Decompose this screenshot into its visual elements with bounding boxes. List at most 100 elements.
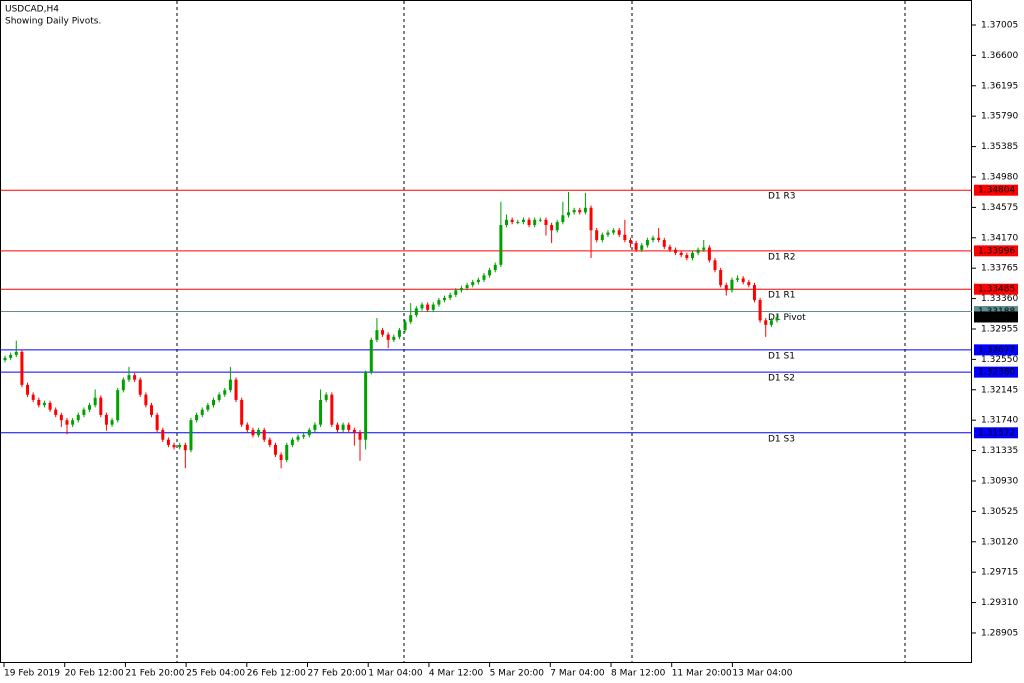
- x-tick-label: 20 Feb 12:00: [65, 669, 124, 679]
- y-tick-label: 1.29310: [981, 598, 1018, 608]
- x-tick-label: 21 Feb 20:00: [125, 669, 184, 679]
- candle-body: [3, 357, 7, 361]
- candle-body: [679, 252, 683, 256]
- candle-body: [296, 436, 300, 440]
- candle-body: [223, 390, 227, 395]
- plot-frame: [0, 0, 972, 663]
- candle-body: [448, 294, 452, 298]
- candle-body: [640, 245, 644, 250]
- candle-body: [88, 405, 92, 410]
- pivot-name: D1 R1: [768, 291, 796, 301]
- candle-body: [657, 237, 661, 241]
- candle-body: [257, 429, 261, 436]
- candle-body: [527, 219, 531, 226]
- candle-body: [307, 429, 311, 436]
- candle-body: [313, 424, 317, 430]
- candle-body: [533, 219, 537, 226]
- price-box-label: 1.32677: [978, 345, 1015, 355]
- price-box: [974, 344, 1018, 356]
- candle-body: [465, 285, 469, 289]
- candle-body: [324, 394, 328, 400]
- candle-body: [166, 439, 170, 445]
- candle-body: [544, 219, 548, 226]
- candle-body: [662, 240, 666, 247]
- candle-body: [403, 321, 407, 331]
- candle-body: [285, 444, 289, 460]
- candle-body: [499, 225, 503, 265]
- candle-body: [567, 212, 571, 216]
- pivot-name: D1 S3: [768, 434, 795, 444]
- x-tick-label: 26 Feb 12:00: [247, 669, 306, 679]
- candle-body: [730, 279, 734, 291]
- candle-body: [414, 308, 418, 316]
- y-tick-label: 1.34170: [981, 233, 1018, 243]
- candle-body: [48, 402, 52, 410]
- candle-body: [775, 317, 779, 321]
- price-box-label: 1.33996: [978, 246, 1015, 256]
- candle-body: [71, 420, 75, 425]
- price-box-label: 1.31572: [978, 428, 1015, 438]
- candle-body: [144, 394, 148, 406]
- candle-body: [612, 230, 616, 233]
- candle-body: [302, 435, 306, 437]
- candle-body: [719, 270, 723, 286]
- candle-body: [251, 429, 255, 436]
- candle-body: [724, 285, 728, 291]
- candle-body: [110, 420, 114, 425]
- candle-body: [431, 304, 435, 310]
- x-tick-label: 27 Feb 20:00: [308, 669, 367, 679]
- candle-body: [409, 315, 413, 322]
- x-tick-label: 13 Mar 04:00: [732, 669, 792, 679]
- price-box: [974, 283, 1018, 295]
- candle-body: [358, 432, 362, 440]
- candle-body: [206, 405, 210, 410]
- candle-body: [769, 320, 773, 325]
- candle-body: [234, 379, 238, 400]
- candle-body: [104, 414, 108, 425]
- candle-body: [764, 320, 768, 325]
- candle-body: [211, 399, 215, 406]
- y-tick-label: 1.33765: [981, 264, 1018, 274]
- chart-subtitle: Showing Daily Pivots.: [5, 17, 101, 27]
- candle-body: [245, 424, 249, 430]
- candle-body: [426, 304, 430, 310]
- y-tick-label: 1.35385: [981, 142, 1018, 152]
- candle-body: [628, 240, 632, 244]
- candle-body: [54, 409, 58, 415]
- y-tick-label: 1.29715: [981, 568, 1018, 578]
- candle-body: [341, 424, 345, 430]
- candle-body: [702, 247, 706, 250]
- candle-body: [589, 207, 593, 231]
- pivot-name: D1 R2: [768, 252, 796, 262]
- candle-body: [600, 234, 604, 241]
- candle-body: [20, 351, 24, 385]
- y-tick-label: 1.35790: [981, 112, 1018, 122]
- x-tick-label: 25 Feb 04:00: [186, 669, 245, 679]
- price-box: [974, 184, 1018, 196]
- price-box-label: 1.34804: [978, 186, 1015, 196]
- candle-body: [482, 275, 486, 280]
- candle-body: [172, 444, 176, 448]
- candle-body: [505, 219, 509, 226]
- candle-body: [31, 394, 35, 400]
- candle-body: [386, 334, 390, 340]
- candle-body: [228, 379, 232, 391]
- y-tick-label: 1.30120: [981, 537, 1018, 547]
- candle-body: [65, 420, 69, 425]
- pivot-name: D1 S2: [768, 374, 795, 384]
- candle-body: [752, 285, 756, 301]
- candle-body: [572, 210, 576, 213]
- candle-body: [555, 222, 559, 231]
- y-tick-label: 1.34575: [981, 203, 1018, 213]
- candle-body: [42, 402, 46, 406]
- x-tick-label: 19 Feb 2019: [4, 669, 60, 679]
- pivot-name: D1 S1: [768, 351, 795, 361]
- candle-body: [150, 405, 154, 415]
- candle-body: [634, 243, 638, 250]
- candle-body: [674, 249, 678, 253]
- candle-body: [195, 414, 199, 421]
- candle-body: [347, 424, 351, 430]
- candle-body: [26, 384, 30, 395]
- candle-body: [335, 424, 339, 430]
- x-tick-label: 4 Mar 12:00: [429, 669, 484, 679]
